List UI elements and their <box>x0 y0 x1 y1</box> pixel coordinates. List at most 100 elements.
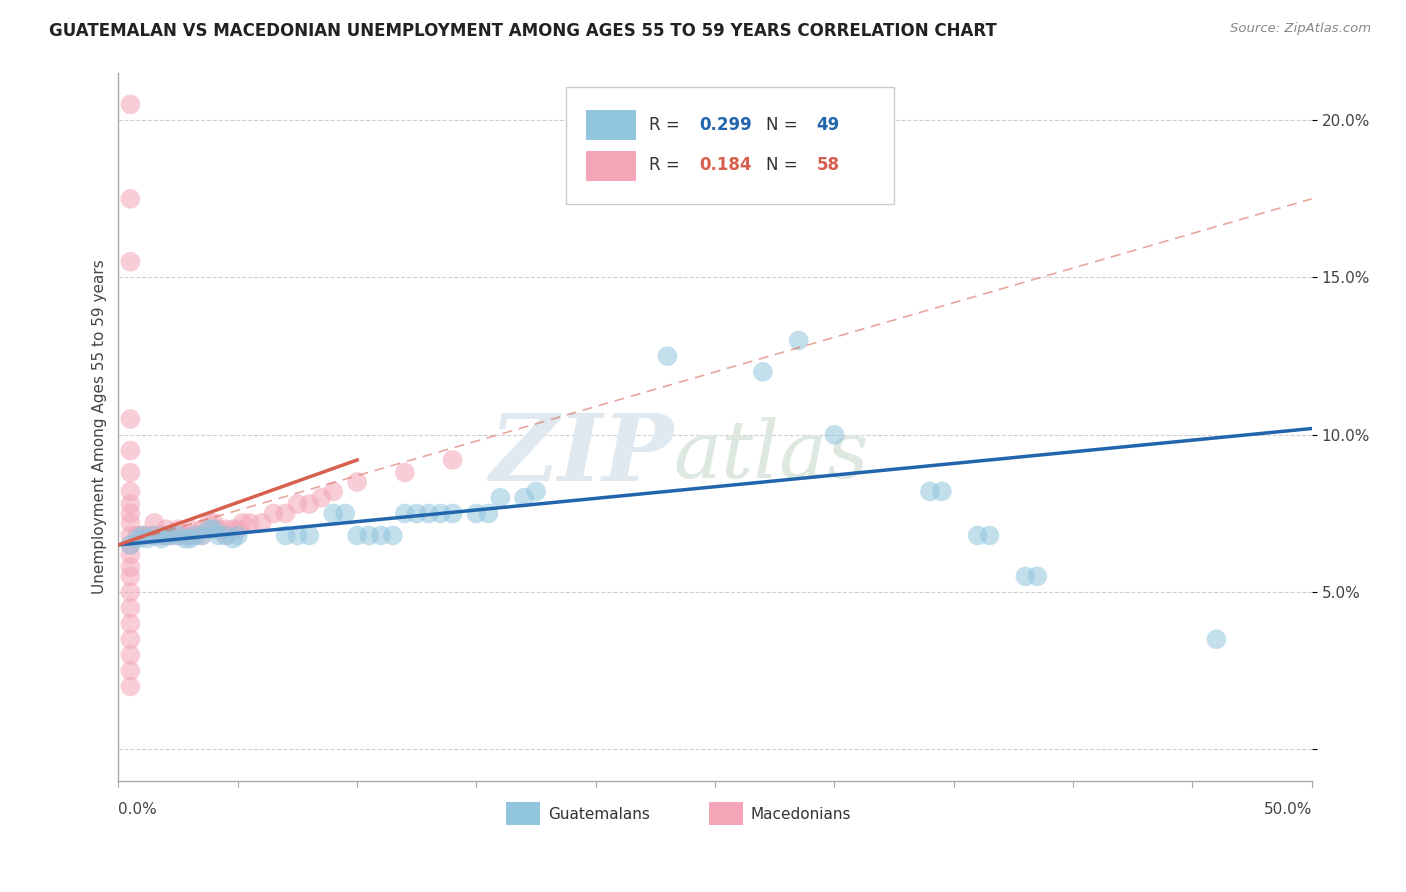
Point <box>191 528 214 542</box>
Point <box>215 528 238 542</box>
Point <box>250 516 273 530</box>
Point <box>274 528 297 542</box>
Point <box>931 484 953 499</box>
Text: 50.0%: 50.0% <box>1264 802 1312 817</box>
Point <box>465 507 488 521</box>
Point <box>155 528 177 542</box>
Point <box>131 528 153 542</box>
Point <box>120 516 142 530</box>
Point <box>381 528 404 542</box>
Point <box>150 528 173 542</box>
Point <box>394 507 416 521</box>
Text: GUATEMALAN VS MACEDONIAN UNEMPLOYMENT AMONG AGES 55 TO 59 YEARS CORRELATION CHAR: GUATEMALAN VS MACEDONIAN UNEMPLOYMENT AM… <box>49 22 997 40</box>
Point <box>150 532 173 546</box>
Point <box>477 507 499 521</box>
Point <box>184 528 207 542</box>
Point <box>274 507 297 521</box>
Point <box>155 522 177 536</box>
Point <box>120 569 142 583</box>
Text: 0.299: 0.299 <box>700 116 752 134</box>
Point <box>120 443 142 458</box>
Point <box>160 528 183 542</box>
FancyBboxPatch shape <box>586 111 637 140</box>
Point <box>824 427 846 442</box>
Text: 0.184: 0.184 <box>700 156 752 174</box>
Point <box>226 528 249 542</box>
Point <box>120 497 142 511</box>
Point <box>357 528 380 542</box>
Point <box>120 600 142 615</box>
Point <box>298 528 321 542</box>
Point <box>524 484 547 499</box>
Point <box>311 491 333 505</box>
Point <box>179 528 201 542</box>
Point <box>143 516 166 530</box>
Point <box>287 528 309 542</box>
Text: R =: R = <box>650 116 686 134</box>
Point <box>418 507 440 521</box>
Point <box>191 522 214 536</box>
Point <box>136 532 159 546</box>
Point <box>198 522 221 536</box>
Point <box>127 532 149 546</box>
Text: R =: R = <box>650 156 686 174</box>
Point <box>287 497 309 511</box>
Point <box>346 528 368 542</box>
Point <box>120 664 142 678</box>
Text: Source: ZipAtlas.com: Source: ZipAtlas.com <box>1230 22 1371 36</box>
Point <box>298 497 321 511</box>
Point <box>335 507 357 521</box>
Point <box>429 507 451 521</box>
Text: ZIP: ZIP <box>489 410 673 500</box>
Point <box>222 532 245 546</box>
Point <box>1205 632 1227 647</box>
Point <box>1026 569 1049 583</box>
Point <box>322 484 344 499</box>
Point <box>202 516 225 530</box>
Point <box>1014 569 1036 583</box>
Point <box>120 192 142 206</box>
Point <box>120 648 142 662</box>
FancyBboxPatch shape <box>506 802 540 825</box>
Point <box>131 528 153 542</box>
Point <box>239 516 262 530</box>
Point <box>215 528 238 542</box>
Point <box>441 453 464 467</box>
Point <box>370 528 392 542</box>
Text: 58: 58 <box>817 156 839 174</box>
Point <box>222 522 245 536</box>
Point <box>120 538 142 552</box>
Text: Guatemalans: Guatemalans <box>548 807 650 822</box>
Point <box>232 516 254 530</box>
Text: atlas: atlas <box>673 417 869 494</box>
Point <box>215 522 238 536</box>
Point <box>966 528 988 542</box>
Y-axis label: Unemployment Among Ages 55 to 59 years: Unemployment Among Ages 55 to 59 years <box>93 260 107 594</box>
Point <box>160 528 183 542</box>
Point <box>120 538 142 552</box>
FancyBboxPatch shape <box>709 802 742 825</box>
Point <box>489 491 512 505</box>
Text: Macedonians: Macedonians <box>751 807 852 822</box>
Point <box>263 507 285 521</box>
Point <box>143 528 166 542</box>
Point <box>120 616 142 631</box>
Point <box>346 475 368 489</box>
Point <box>167 528 190 542</box>
Point <box>179 522 201 536</box>
Point <box>143 528 166 542</box>
Point <box>120 632 142 647</box>
Point <box>136 528 159 542</box>
Point <box>394 466 416 480</box>
Point <box>208 528 231 542</box>
Point <box>120 484 142 499</box>
Point <box>202 522 225 536</box>
Point <box>120 466 142 480</box>
Point <box>191 528 214 542</box>
Point <box>787 334 810 348</box>
Point <box>513 491 536 505</box>
Point <box>120 528 142 542</box>
Point <box>198 516 221 530</box>
Point <box>441 507 464 521</box>
Point <box>179 532 201 546</box>
